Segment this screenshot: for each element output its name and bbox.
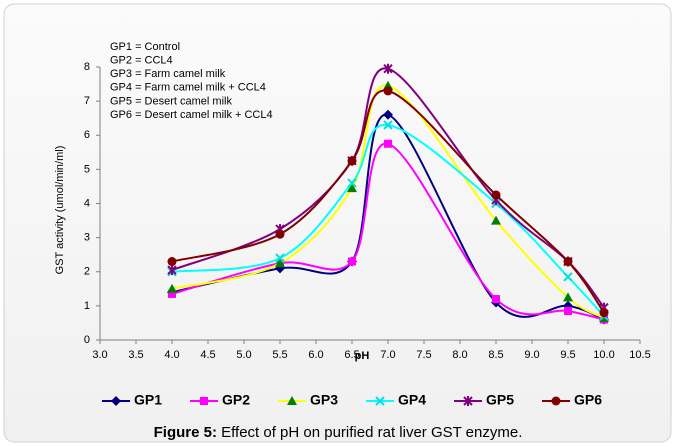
legend-label: GP2 [222, 392, 250, 408]
marker [492, 295, 500, 304]
marker [599, 308, 609, 318]
marker [200, 397, 208, 405]
marker [563, 272, 573, 282]
marker [383, 63, 393, 74]
annotation: GP4 = Farm camel milk + CCL4 [110, 82, 266, 94]
x-tick-label: 8.0 [452, 349, 467, 361]
marker [167, 257, 177, 267]
legend-label: GP5 [486, 392, 514, 408]
marker [563, 257, 573, 267]
annotation: GP1 = Control [110, 41, 180, 53]
x-tick-label: 7.0 [380, 349, 395, 361]
caption-text: Effect of pH on purified rat liver GST e… [221, 424, 522, 441]
x-tick-label: 10.0 [593, 349, 614, 361]
marker [491, 215, 501, 225]
x-axis-label: pH [355, 350, 370, 362]
annotation: GP2 = CCL4 [110, 55, 173, 67]
marker [275, 253, 285, 263]
y-tick-label: 7 [84, 95, 90, 107]
x-tick-label: 8.5 [488, 349, 503, 361]
marker [167, 265, 177, 276]
y-tick-label: 4 [84, 197, 90, 209]
x-tick-label: 9.0 [524, 349, 539, 361]
marker [383, 109, 393, 120]
annotation: GP3 = Farm camel milk [110, 68, 226, 80]
marker [564, 306, 572, 315]
x-tick-label: 5.0 [236, 349, 251, 361]
legend-label: GP3 [310, 392, 338, 408]
marker [167, 283, 177, 293]
caption-label: Figure 5: [154, 424, 217, 441]
marker [384, 139, 392, 148]
marker [491, 190, 501, 200]
x-tick-label: 4.0 [164, 349, 179, 361]
caption: Figure 5: Effect of pH on purified rat l… [154, 424, 523, 441]
x-tick-label: 9.5 [560, 349, 575, 361]
x-tick-label: 4.5 [200, 349, 215, 361]
marker [111, 396, 121, 406]
x-tick-label: 3.5 [128, 349, 143, 361]
y-tick-label: 8 [84, 61, 90, 73]
marker [275, 229, 285, 239]
legend-label: GP6 [574, 392, 602, 408]
panel [3, 3, 672, 443]
annotation: GP5 = Desert camel milk [110, 95, 232, 107]
y-tick-label: 3 [84, 232, 90, 244]
x-tick-label: 10.5 [629, 349, 650, 361]
annotation: GP6 = Desert camel milk + CCL4 [110, 109, 273, 121]
marker [375, 396, 385, 406]
legend-label: GP1 [134, 392, 162, 408]
y-tick-label: 2 [84, 266, 90, 278]
x-tick-label: 6.5 [344, 349, 359, 361]
marker [383, 86, 393, 96]
marker [383, 120, 393, 130]
x-tick-label: 7.5 [416, 349, 431, 361]
marker [551, 396, 561, 406]
marker [563, 292, 573, 302]
legend-label: GP4 [398, 392, 426, 408]
y-tick-label: 5 [84, 163, 90, 175]
marker [347, 183, 357, 193]
marker [168, 289, 176, 298]
y-axis-label: GST activity (umol/min/ml) [54, 146, 66, 275]
marker [275, 258, 285, 268]
x-tick-label: 5.5 [272, 349, 287, 361]
marker [348, 257, 356, 266]
y-tick-label: 1 [84, 300, 90, 312]
marker [347, 178, 357, 188]
marker [463, 396, 473, 406]
x-tick-label: 3.0 [92, 349, 107, 361]
marker [347, 156, 357, 166]
marker [287, 396, 297, 405]
y-tick-label: 6 [84, 129, 90, 141]
y-tick-label: 0 [84, 334, 90, 346]
x-tick-label: 6.0 [308, 349, 323, 361]
